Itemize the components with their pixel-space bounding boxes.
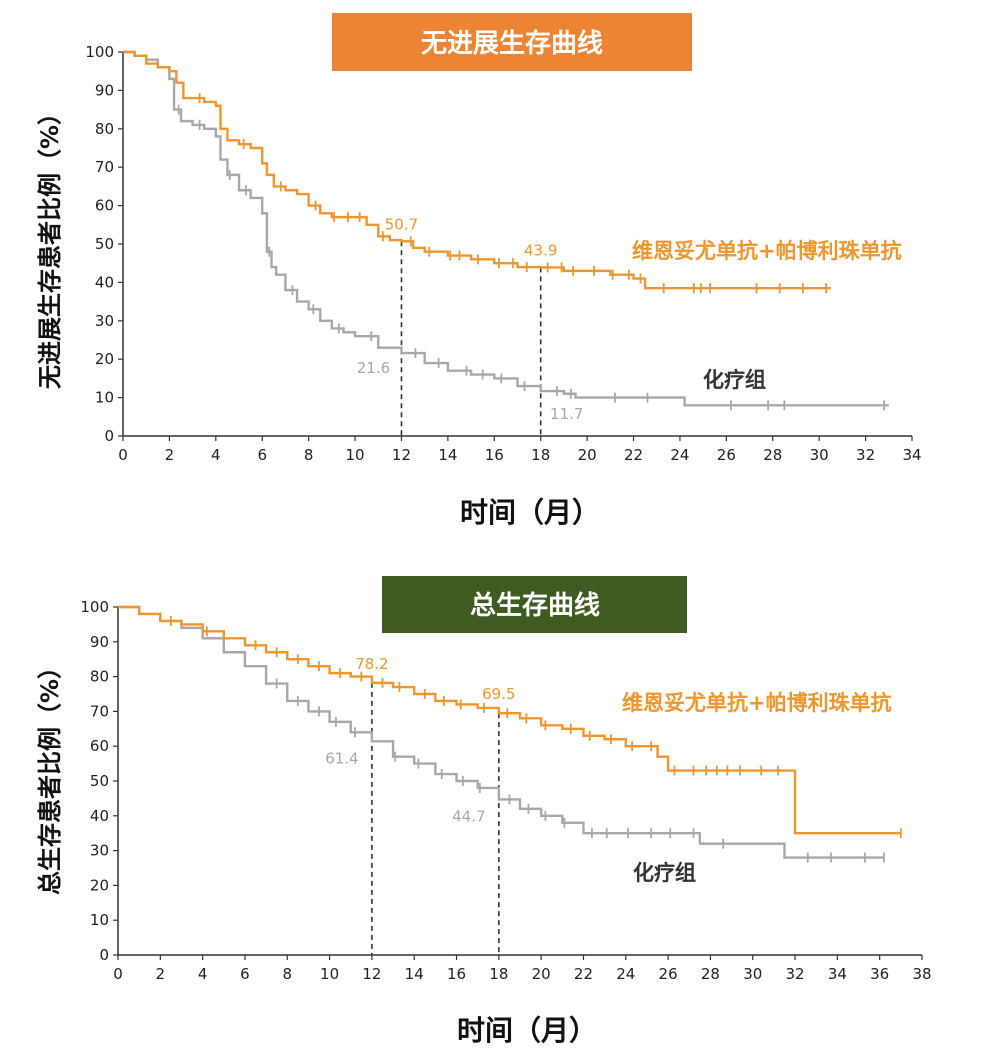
pfs-x-ticks: 0 2 4 6 8 10 12 14 16 18 20 22 24 26 28 30 32 34 <box>118 436 922 464</box>
x-tick-label: 6 <box>257 446 267 464</box>
pfs-x-axis-label: 时间（月） <box>460 496 600 529</box>
x-tick-label: 12 <box>392 446 411 464</box>
y-tick-label: 20 <box>95 350 114 368</box>
pfs-legend-chemo: 化疗组 <box>703 368 766 392</box>
x-tick-label: 16 <box>485 446 504 464</box>
os-title-banner <box>382 576 687 633</box>
x-tick-label: 14 <box>438 446 457 464</box>
x-tick-label: 16 <box>447 965 466 983</box>
pfs-reference-lines <box>400 241 542 436</box>
os-reference-lines <box>371 682 500 955</box>
x-tick-label: 26 <box>717 446 736 464</box>
point-label: 61.4 <box>325 749 358 767</box>
os-point-labels: 78.2 69.5 61.4 44.7 <box>325 655 515 826</box>
x-tick-label: 14 <box>405 965 424 983</box>
os-x-ticks: 0 2 4 6 8 10 12 14 16 18 20 22 24 26 28 30 32 34 36 38 <box>113 955 932 983</box>
x-tick-label: 0 <box>113 965 123 983</box>
y-tick-label: 10 <box>95 389 114 407</box>
y-tick-label: 90 <box>95 81 114 99</box>
y-tick-label: 10 <box>90 911 109 929</box>
y-tick-label: 60 <box>90 737 109 755</box>
point-label: 44.7 <box>452 807 485 825</box>
pfs-title: 无进展生存曲线 <box>421 29 603 59</box>
x-tick-label: 12 <box>362 965 381 983</box>
y-tick-label: 0 <box>104 427 114 445</box>
os-legend-chemo: 化疗组 <box>633 861 696 885</box>
os-legend-treatment: 维恩妥尤单抗+帕博利珠单抗 <box>622 691 892 715</box>
os-chemo-series <box>118 605 885 863</box>
pfs-title-banner <box>332 13 692 71</box>
y-tick-label: 20 <box>90 876 109 894</box>
y-tick-label: 80 <box>90 668 109 686</box>
x-tick-label: 10 <box>346 446 365 464</box>
x-tick-label: 8 <box>282 965 292 983</box>
x-tick-label: 26 <box>659 965 678 983</box>
y-tick-label: 40 <box>95 273 114 291</box>
x-tick-label: 34 <box>902 446 921 464</box>
y-tick-label: 90 <box>90 633 109 651</box>
point-label: 21.6 <box>357 359 390 377</box>
y-tick-label: 50 <box>90 772 109 790</box>
x-tick-label: 32 <box>856 446 875 464</box>
os-chart: 总生存曲线 总生存患者比例（%） 时间（月） 01020304050607080… <box>36 576 932 1047</box>
x-tick-label: 36 <box>870 965 889 983</box>
pfs-treatment-series <box>123 50 831 294</box>
x-tick-label: 2 <box>165 446 175 464</box>
x-tick-label: 22 <box>624 446 643 464</box>
y-tick-label: 30 <box>95 312 114 330</box>
x-tick-label: 20 <box>578 446 597 464</box>
y-tick-label: 0 <box>99 946 109 964</box>
y-tick-label: 80 <box>95 120 114 138</box>
y-tick-label: 40 <box>90 807 109 825</box>
pfs-chemo-series <box>123 50 889 411</box>
x-tick-label: 24 <box>670 446 689 464</box>
x-tick-label: 10 <box>320 965 339 983</box>
x-tick-label: 8 <box>304 446 314 464</box>
point-label: 11.7 <box>550 405 583 423</box>
x-tick-label: 22 <box>574 965 593 983</box>
x-tick-label: 6 <box>240 965 250 983</box>
os-x-axis-label: 时间（月） <box>457 1014 597 1047</box>
point-label: 43.9 <box>524 241 557 259</box>
x-tick-label: 2 <box>156 965 166 983</box>
os-treatment-series <box>118 605 902 839</box>
x-tick-label: 28 <box>763 446 782 464</box>
pfs-point-labels: 50.7 43.9 21.6 11.7 <box>357 215 584 423</box>
os-y-axis-label: 总生存患者比例（%） <box>36 655 64 895</box>
x-tick-label: 38 <box>912 965 931 983</box>
y-tick-label: 100 <box>80 598 109 616</box>
y-tick-label: 30 <box>90 842 109 860</box>
x-tick-label: 18 <box>531 446 550 464</box>
x-tick-label: 28 <box>701 965 720 983</box>
pfs-legend-treatment: 维恩妥尤单抗+帕博利珠单抗 <box>632 239 902 263</box>
x-tick-label: 32 <box>786 965 805 983</box>
y-tick-label: 50 <box>95 235 114 253</box>
y-tick-label: 100 <box>85 43 114 61</box>
x-tick-label: 30 <box>743 965 762 983</box>
os-title: 总生存曲线 <box>470 591 600 621</box>
point-label: 50.7 <box>385 215 418 233</box>
pfs-chart: 无进展生存曲线 无进展生存患者比例（%） 时间（月） 0102030405060… <box>36 13 922 529</box>
survival-curve <box>123 50 831 290</box>
point-label: 78.2 <box>355 655 388 673</box>
y-tick-label: 60 <box>95 197 114 215</box>
x-tick-label: 30 <box>810 446 829 464</box>
x-tick-label: 0 <box>118 446 128 464</box>
os-y-ticks: 0 10 20 30 40 50 60 70 80 90 100 <box>80 598 118 964</box>
pfs-y-axis-label: 无进展生存患者比例（%） <box>36 101 64 389</box>
x-tick-label: 4 <box>198 965 208 983</box>
survival-curve <box>123 50 889 407</box>
x-tick-label: 24 <box>616 965 635 983</box>
x-tick-label: 18 <box>489 965 508 983</box>
x-tick-label: 20 <box>532 965 551 983</box>
x-tick-label: 4 <box>211 446 221 464</box>
y-tick-label: 70 <box>95 158 114 176</box>
pfs-y-ticks: 0 10 20 30 40 50 60 70 80 90 100 <box>85 43 123 445</box>
y-tick-label: 70 <box>90 702 109 720</box>
x-tick-label: 34 <box>828 965 847 983</box>
point-label: 69.5 <box>482 685 515 703</box>
survival-curve <box>118 605 884 859</box>
